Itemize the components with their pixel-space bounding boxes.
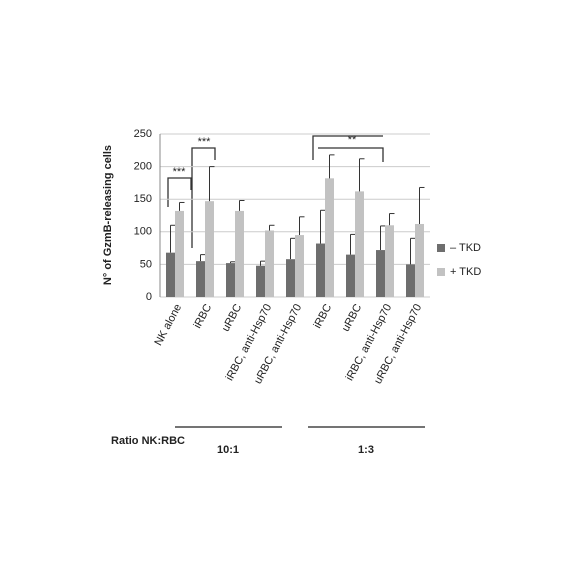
bar (166, 252, 175, 297)
annotation: *** (173, 166, 187, 178)
y-tick-label: 0 (146, 291, 152, 303)
bar (235, 210, 244, 297)
bar (205, 201, 214, 297)
legend-swatch (437, 244, 445, 252)
bar (256, 265, 265, 297)
bar (226, 263, 235, 297)
significance-brackets (167, 135, 384, 248)
x-tick-label: iRBC (192, 302, 215, 330)
bar (346, 254, 355, 297)
bar (196, 261, 205, 297)
x-tick-label: iRBC (312, 302, 335, 330)
bar (316, 243, 325, 297)
bar (415, 223, 424, 297)
x-tick-label: NK alone (152, 302, 184, 348)
annotation: ** (348, 134, 357, 146)
group-title: Ratio NK:RBC (111, 435, 185, 447)
bar (295, 235, 304, 297)
bar (376, 250, 385, 297)
bar (355, 191, 364, 297)
annotation: *** (198, 136, 212, 148)
bar (265, 230, 274, 297)
y-tick-label: 50 (140, 258, 152, 270)
bar (286, 259, 295, 297)
group-label: 1:3 (358, 444, 374, 456)
group-label: 10:1 (217, 444, 239, 456)
legend-label: – TKD (450, 242, 481, 254)
y-tick-label: 200 (134, 161, 152, 173)
legend-label: + TKD (450, 266, 481, 278)
bar (406, 264, 415, 297)
x-tick-label: uRBC (340, 302, 364, 334)
bar (175, 210, 184, 297)
y-tick-label: 150 (134, 193, 152, 205)
y-tick-label: 100 (134, 226, 152, 238)
bar (325, 178, 334, 297)
bar (385, 225, 394, 297)
x-tick-label: uRBC (220, 302, 244, 334)
legend-swatch (437, 268, 445, 276)
y-axis-label: N° of GzmB-releasing cells (102, 145, 114, 285)
y-tick-label: 250 (134, 128, 152, 140)
